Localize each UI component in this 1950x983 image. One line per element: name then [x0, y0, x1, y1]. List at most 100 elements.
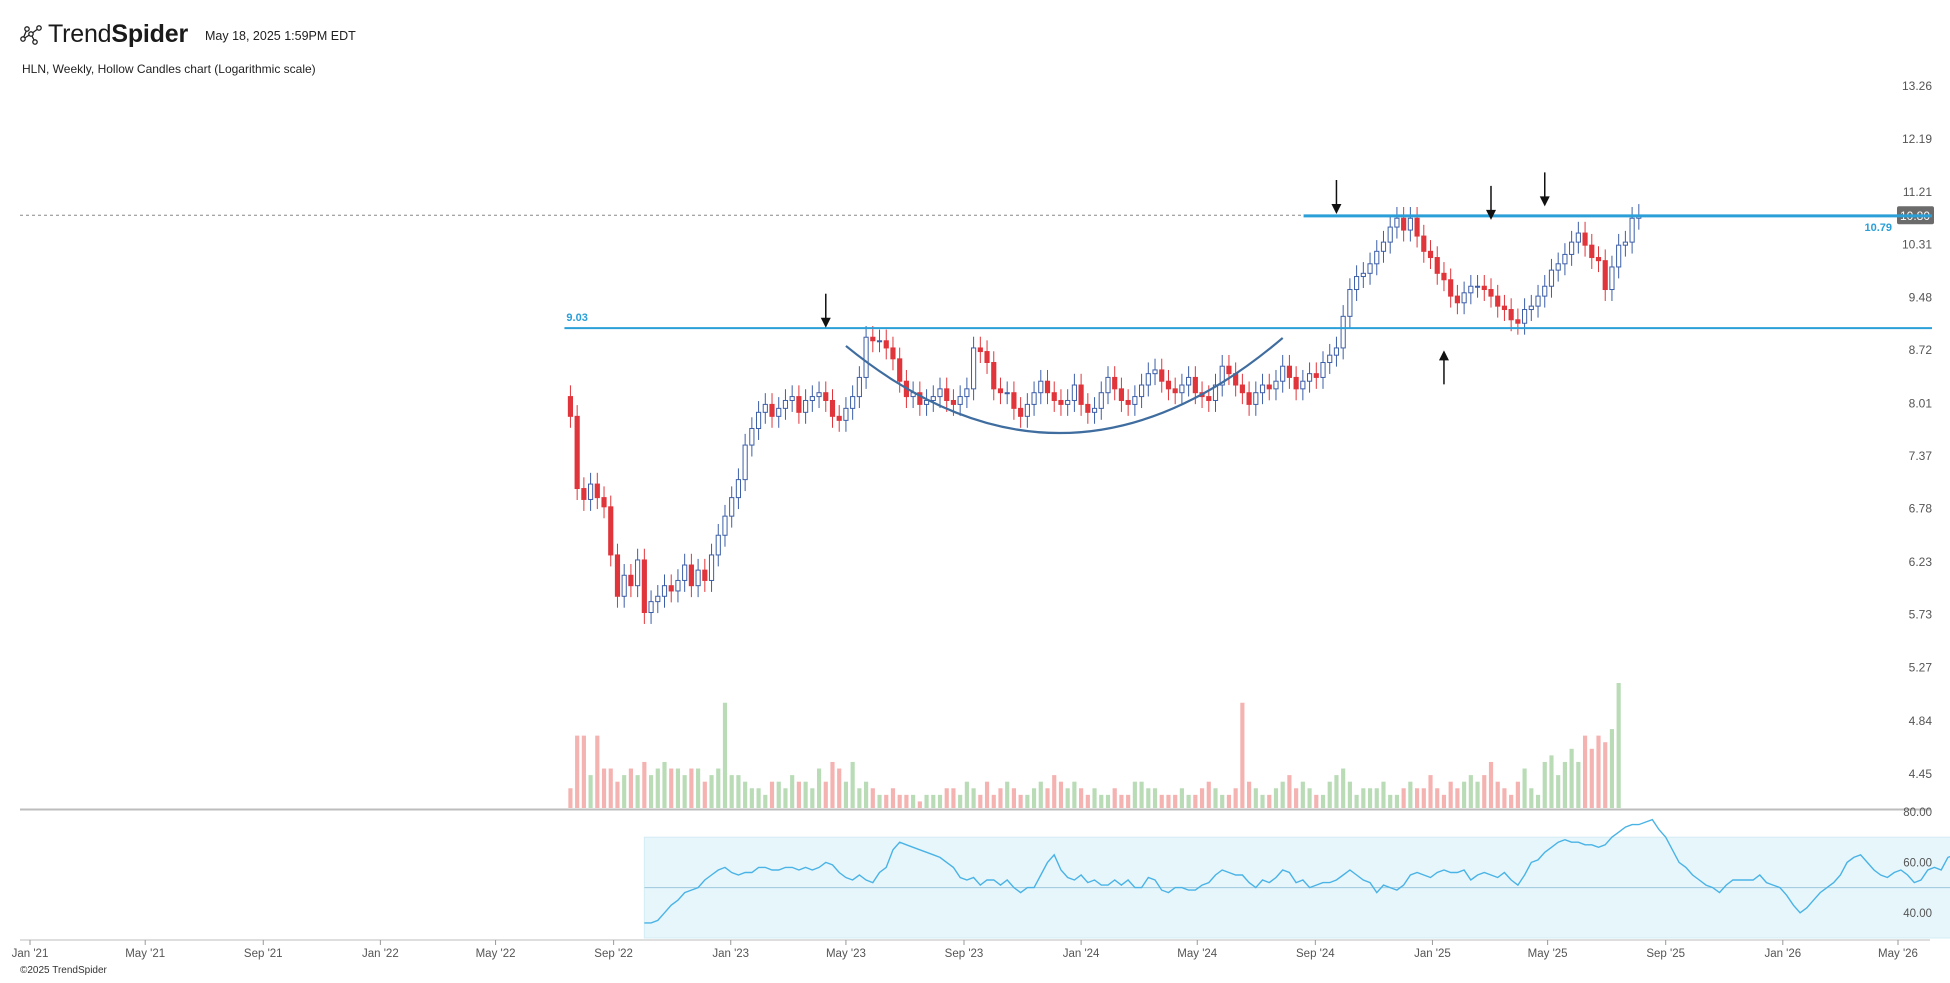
- x-tick-label: Jan '23: [712, 948, 749, 960]
- volume-bar: [1105, 794, 1111, 808]
- volume-bar: [1549, 755, 1554, 808]
- volume-bar: [1441, 794, 1447, 808]
- volume-bar: [1247, 781, 1252, 808]
- volume-bar: [1119, 794, 1124, 808]
- candle-body: [1522, 309, 1528, 324]
- volume-bar: [998, 788, 1003, 808]
- candle-body: [1139, 384, 1145, 398]
- candle-body: [937, 388, 943, 398]
- candle-body: [796, 396, 802, 413]
- volume-bar: [648, 775, 654, 808]
- candle-body: [1085, 403, 1091, 413]
- candle-body: [581, 488, 587, 500]
- volume-bar: [1307, 788, 1312, 808]
- volume-bar: [971, 788, 976, 808]
- candle-body: [1306, 373, 1313, 382]
- candle-body: [1152, 369, 1158, 375]
- rsi-tick-label: 60.00: [1903, 857, 1932, 869]
- volume-bar: [917, 801, 922, 808]
- candle-body: [708, 554, 715, 581]
- volume-bar: [635, 775, 640, 808]
- volume-bar: [1273, 788, 1279, 808]
- volume-bar: [669, 768, 674, 808]
- candle-body: [1186, 376, 1192, 386]
- candle-body: [567, 396, 574, 417]
- candle-body: [614, 554, 621, 597]
- candle-body: [850, 396, 856, 409]
- candle-body: [1602, 260, 1608, 291]
- candle-body: [883, 340, 889, 349]
- candle-body: [1266, 384, 1272, 390]
- candle-body: [1340, 315, 1346, 349]
- candle-body: [1481, 285, 1487, 291]
- volume-bar: [1126, 794, 1131, 808]
- volume-bar: [931, 794, 936, 808]
- x-tick-label: Jan '24: [1063, 948, 1100, 960]
- candle-body: [1118, 388, 1125, 401]
- volume-bar: [696, 768, 701, 808]
- candle-body: [829, 399, 836, 417]
- candle-body: [588, 483, 594, 500]
- volume-bar: [743, 781, 748, 808]
- volume-bar: [1388, 794, 1393, 808]
- volume-bar: [1173, 794, 1178, 808]
- candle-body: [1569, 241, 1575, 255]
- volume-bar: [568, 788, 573, 808]
- candle-body: [930, 396, 936, 401]
- candle-body: [1172, 388, 1178, 394]
- candle-body: [1219, 365, 1225, 386]
- y-tick-label: 4.84: [1909, 714, 1933, 728]
- candle-body: [1589, 244, 1595, 259]
- level-label: 9.03: [566, 312, 587, 324]
- candle-body: [735, 479, 742, 499]
- candle-body: [1246, 392, 1252, 405]
- candle-body: [1595, 257, 1602, 262]
- volume-bar: [1394, 794, 1400, 808]
- candle-body: [1044, 380, 1051, 394]
- rsi-line: [644, 818, 1950, 924]
- candle-body: [1495, 295, 1501, 307]
- volume-bar: [1132, 781, 1137, 808]
- candle-body: [1320, 362, 1326, 378]
- candle-body: [1441, 272, 1447, 281]
- candle-body: [1159, 369, 1165, 382]
- x-tick-label: May '23: [826, 948, 866, 960]
- candle-body: [1555, 263, 1561, 271]
- candle-body: [1004, 392, 1010, 395]
- volume-bar: [1267, 794, 1272, 808]
- candle-body: [809, 396, 815, 401]
- down-arrow-head: [1539, 196, 1550, 207]
- candle-body: [1273, 380, 1279, 390]
- candle-body: [608, 506, 614, 556]
- candle-body: [1112, 376, 1118, 390]
- candle-body: [950, 399, 957, 405]
- candle-body: [715, 534, 721, 556]
- volume-bar: [1011, 788, 1016, 808]
- candle-body: [1327, 354, 1333, 364]
- candle-body: [1562, 253, 1568, 265]
- x-tick-label: Jan '21: [12, 948, 49, 960]
- x-tick-label: Jan '22: [362, 948, 399, 960]
- volume-bar: [1058, 781, 1064, 808]
- volume-bar: [575, 735, 580, 808]
- volume-bar: [756, 788, 761, 808]
- y-tick-label: 7.37: [1909, 449, 1933, 463]
- down-arrow-head: [1331, 203, 1342, 214]
- candle-body: [1575, 232, 1581, 243]
- volume-bar: [1038, 781, 1043, 808]
- candle-body: [1622, 241, 1628, 246]
- candle-body: [1488, 289, 1494, 297]
- x-tick-label: Jan '25: [1414, 948, 1451, 960]
- y-tick-label: 5.27: [1909, 660, 1933, 674]
- candle-body: [1374, 250, 1380, 265]
- level-label: 10.79: [1864, 222, 1892, 234]
- candle-body: [991, 362, 997, 390]
- candle-body: [769, 403, 775, 417]
- volume-bar: [689, 768, 694, 808]
- volume-bar: [655, 768, 660, 808]
- candle-body: [1206, 396, 1212, 401]
- candle-body: [1018, 407, 1024, 417]
- candle-body: [1293, 376, 1299, 390]
- volume-bar: [1112, 788, 1117, 808]
